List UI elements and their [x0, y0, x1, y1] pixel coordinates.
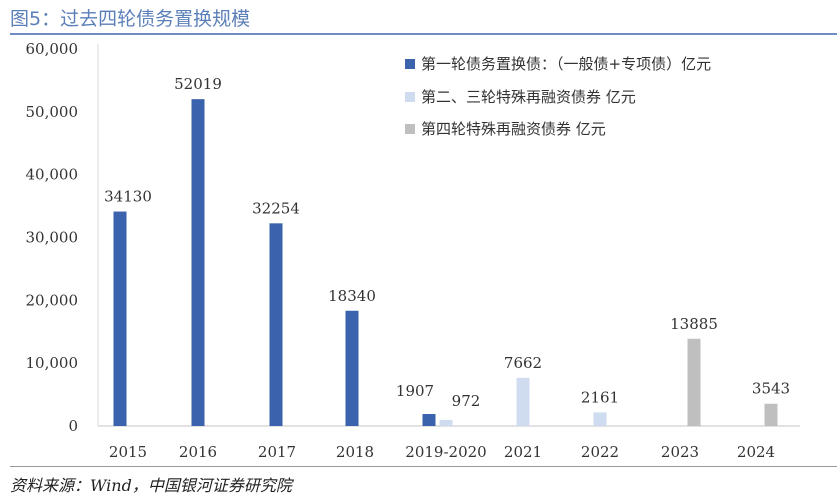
x-tick-label: 2023	[661, 443, 699, 461]
bar-2017-series-1	[269, 223, 283, 426]
x-tick-label: 2015	[109, 443, 147, 461]
data-label: 1907	[396, 382, 434, 400]
x-tick-label: 2024	[737, 443, 775, 461]
x-tick-label: 2018	[336, 443, 374, 461]
y-tick-label: 20,000	[26, 291, 79, 309]
legend-swatch	[405, 58, 415, 69]
legend-item-series-2: 第二、三轮特殊再融资债券 亿元	[405, 86, 636, 107]
y-tick-label: 50,000	[26, 103, 79, 121]
data-label: 3543	[752, 380, 790, 398]
bar-2019-2020-series-1	[422, 414, 436, 426]
data-label: 7662	[504, 354, 542, 372]
bar-2018-series-1	[345, 310, 359, 426]
x-tick-label: 2016	[179, 443, 217, 461]
y-tick-label: 60,000	[26, 40, 79, 58]
legend-label: 第一轮债务置换债：（一般债+专项债）亿元	[421, 55, 712, 73]
x-tick-label: 2019-2020	[405, 443, 486, 461]
data-label: 972	[452, 392, 481, 410]
data-label: 32254	[252, 199, 300, 217]
bar-2019-2020-series-2	[439, 419, 453, 426]
legend-item-series-1: 第一轮债务置换债：（一般债+专项债）亿元	[405, 53, 711, 74]
bar-2022-series-2	[593, 412, 607, 426]
data-label: 2161	[581, 388, 619, 406]
bar-2021-series-2	[516, 377, 530, 426]
source-note: 资料来源：Wind，中国银河证券研究院	[10, 476, 292, 495]
legend-swatch	[405, 91, 415, 102]
legend-swatch	[405, 123, 415, 134]
legend-label: 第四轮特殊再融资债券 亿元	[421, 120, 606, 138]
bar-chart: 0 10,000 20,000 30,000 40,000 50,000 60,000 201…	[26, 40, 800, 461]
legend-label: 第二、三轮特殊再融资债券 亿元	[421, 88, 636, 106]
data-label: 34130	[104, 188, 152, 206]
bar-2023-series-3	[687, 338, 701, 426]
bar-2015-series-1	[113, 211, 127, 426]
source-divider	[10, 466, 837, 467]
x-tick-label: 2021	[504, 443, 542, 461]
figure-title: 图5：过去四轮债务置换规模	[10, 8, 251, 30]
bar-2024-series-3	[764, 403, 778, 426]
data-label: 52019	[174, 75, 222, 93]
y-tick-label: 0	[68, 417, 78, 435]
y-tick-label: 10,000	[26, 354, 79, 372]
data-label: 13885	[670, 315, 718, 333]
title-divider	[10, 33, 837, 35]
data-label: 18340	[328, 287, 376, 305]
y-tick-label: 40,000	[26, 166, 79, 184]
legend-item-series-3: 第四轮特殊再融资债券 亿元	[405, 118, 606, 139]
bar-2016-series-1	[191, 99, 205, 427]
y-tick-label: 30,000	[26, 229, 79, 247]
x-tick-label: 2017	[258, 443, 296, 461]
x-tick-label: 2022	[581, 443, 619, 461]
